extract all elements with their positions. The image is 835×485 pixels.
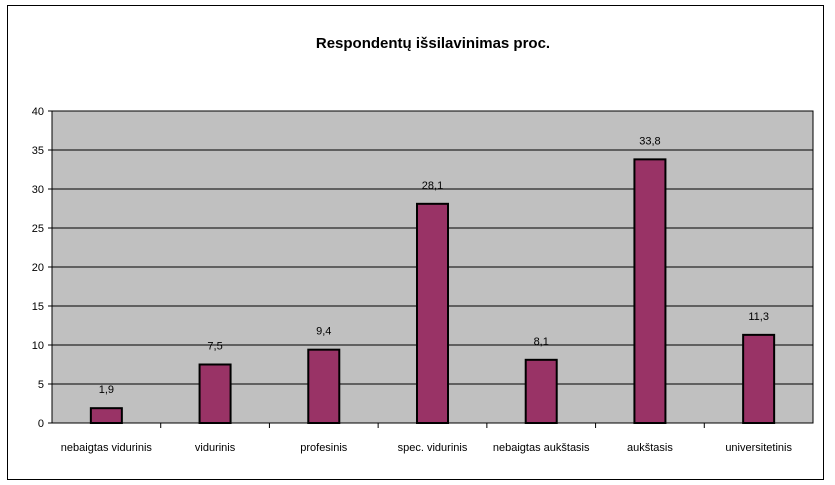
- bar-value-label: 33,8: [639, 135, 660, 147]
- x-tick-label: vidurinis: [195, 442, 236, 454]
- y-tick-label: 5: [38, 379, 44, 391]
- bar-value-label: 8,1: [534, 336, 549, 348]
- chart-title: Respondentų išsilavinimas proc.: [316, 35, 550, 52]
- y-tick-label: 25: [32, 223, 44, 235]
- bars: [89, 158, 776, 425]
- x-tick-label: aukštasis: [627, 442, 673, 454]
- x-tick-label: universitetinis: [725, 442, 792, 454]
- bar: [307, 348, 341, 424]
- x-tick-label: spec. vidurinis: [398, 442, 468, 454]
- bar: [633, 158, 667, 425]
- bar: [742, 333, 776, 424]
- y-tick-label: 0: [38, 418, 44, 430]
- y-tick-label: 20: [32, 262, 44, 274]
- y-tick-label: 10: [32, 340, 44, 352]
- y-tick-label: 30: [32, 184, 44, 196]
- y-tick-label: 40: [32, 106, 44, 118]
- y-tick-label: 15: [32, 301, 44, 313]
- x-tick-label: profesinis: [300, 442, 348, 454]
- bar: [524, 358, 558, 425]
- bar-value-label: 11,3: [748, 311, 769, 323]
- bar: [198, 363, 232, 424]
- bar-value-label: 7,5: [207, 341, 222, 353]
- bar-value-label: 9,4: [316, 326, 331, 338]
- x-tick-label: nebaigtas aukštasis: [493, 442, 590, 454]
- data-labels: 1,9 7,5 9,4 28,1 8,1 33,8 11,3: [99, 135, 769, 396]
- bar: [89, 407, 123, 424]
- bar-value-label: 1,9: [99, 384, 114, 396]
- y-tick-label: 35: [32, 145, 44, 157]
- y-axis-ticks: 0 5 10 15 20 25 30 35 40: [32, 106, 52, 430]
- x-axis-ticks: nebaigtas vidurinis vidurinis profesinis sp…: [61, 423, 792, 454]
- x-tick-label: nebaigtas vidurinis: [61, 442, 153, 454]
- bar-value-label: 28,1: [422, 180, 443, 192]
- bar: [416, 202, 449, 424]
